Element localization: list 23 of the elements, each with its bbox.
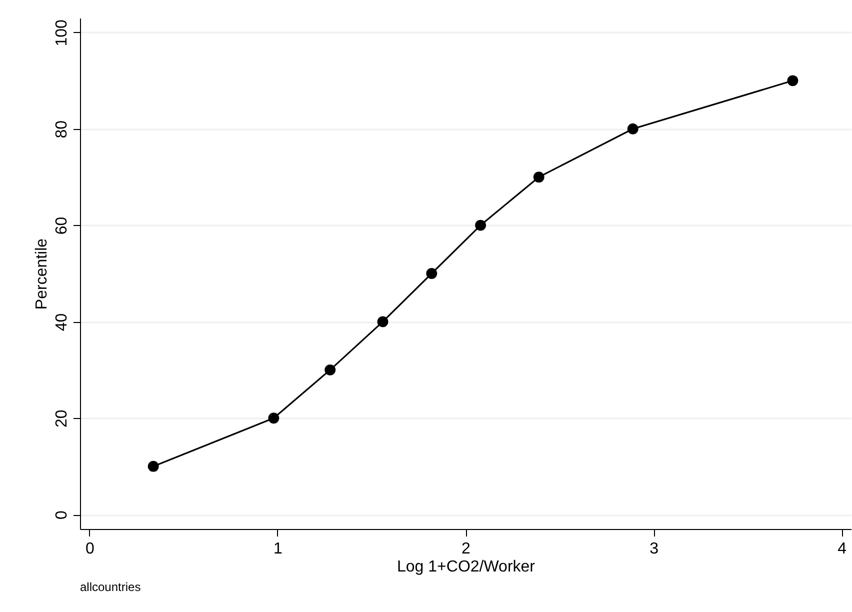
y-tick-label: 0 bbox=[54, 510, 70, 520]
point bbox=[787, 75, 798, 86]
point bbox=[426, 268, 438, 279]
x-tick-label: 2 bbox=[462, 540, 471, 558]
point bbox=[324, 364, 336, 376]
x-axis-title: Log 1+CO2/Worker bbox=[397, 558, 536, 576]
y-tick-label: 80 bbox=[54, 120, 70, 138]
text: allcountries bbox=[80, 580, 141, 594]
x-tick-label: 3 bbox=[650, 540, 659, 558]
point bbox=[533, 172, 544, 183]
x-tick-label: 4 bbox=[838, 540, 847, 558]
y-tick-label: 60 bbox=[54, 216, 70, 235]
x-tick-label: 0 bbox=[85, 540, 94, 558]
point bbox=[148, 460, 159, 472]
point bbox=[627, 123, 638, 134]
y-tick-label: 100 bbox=[54, 20, 70, 46]
y-tick-label: 40 bbox=[54, 313, 70, 332]
point bbox=[377, 316, 388, 328]
y-axis-title: Percentile bbox=[34, 238, 50, 310]
y-tick-label: 20 bbox=[54, 410, 70, 428]
point bbox=[475, 220, 486, 231]
x-tick-label: 1 bbox=[274, 540, 282, 558]
point bbox=[268, 412, 280, 424]
